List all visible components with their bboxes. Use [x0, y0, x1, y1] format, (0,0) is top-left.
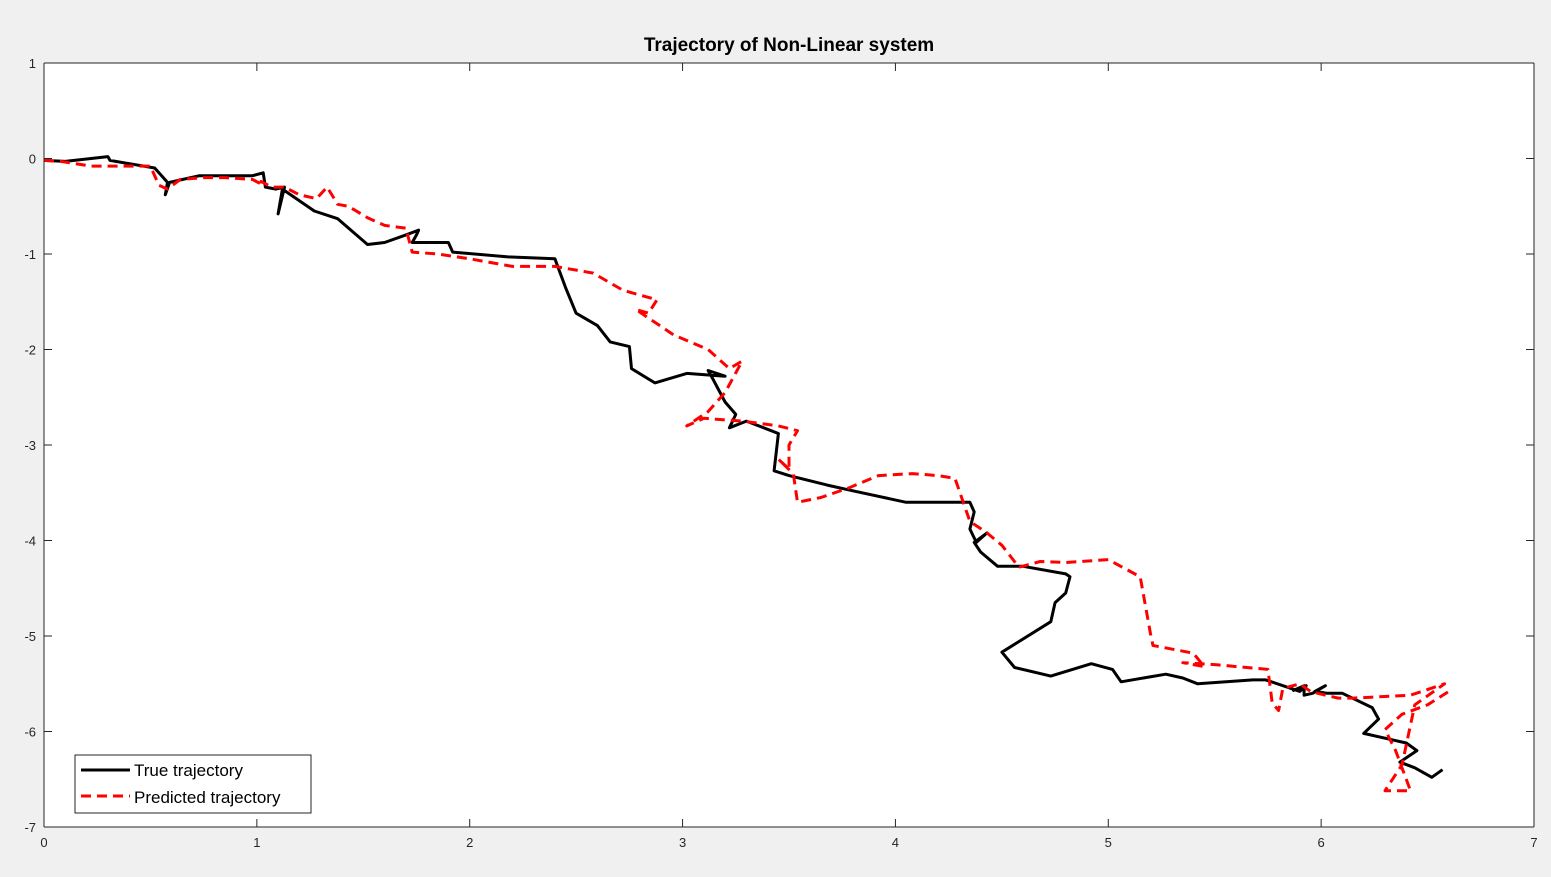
x-tick-label: 2 [466, 835, 473, 850]
legend: True trajectory Predicted trajectory [74, 754, 312, 814]
x-tick-label: 4 [892, 835, 899, 850]
y-tick-label: -2 [24, 343, 36, 358]
series-line-predicted-trajectory [43, 158, 1450, 793]
y-tick-label: -7 [24, 820, 36, 835]
y-tick-label: -5 [24, 629, 36, 644]
y-tick-label: -6 [24, 725, 36, 740]
y-tick-label: -1 [24, 247, 36, 262]
y-ticks: 1 0 -1 -2 -3 -4 -5 -6 -7 [24, 56, 1534, 835]
x-tick-label: 1 [253, 835, 260, 850]
y-tick-label: 0 [29, 152, 36, 167]
series-line-true-trajectory [43, 155, 1444, 779]
x-tick-label: 6 [1318, 835, 1325, 850]
series-layer [43, 155, 1450, 793]
x-tick-label: 0 [40, 835, 47, 850]
legend-label-true-trajectory: True trajectory [134, 761, 243, 780]
y-tick-label: -3 [24, 438, 36, 453]
legend-label-predicted-trajectory: Predicted trajectory [134, 788, 281, 807]
chart-title: Trajectory of Non-Linear system [644, 35, 934, 56]
x-tick-label: 3 [679, 835, 686, 850]
y-tick-label: -4 [24, 534, 36, 549]
x-tick-label: 7 [1530, 835, 1537, 850]
legend-box [74, 754, 312, 814]
x-tick-label: 5 [1105, 835, 1112, 850]
x-ticks: 0 1 2 3 4 5 6 7 [40, 63, 1538, 850]
y-tick-label: 1 [29, 56, 36, 71]
